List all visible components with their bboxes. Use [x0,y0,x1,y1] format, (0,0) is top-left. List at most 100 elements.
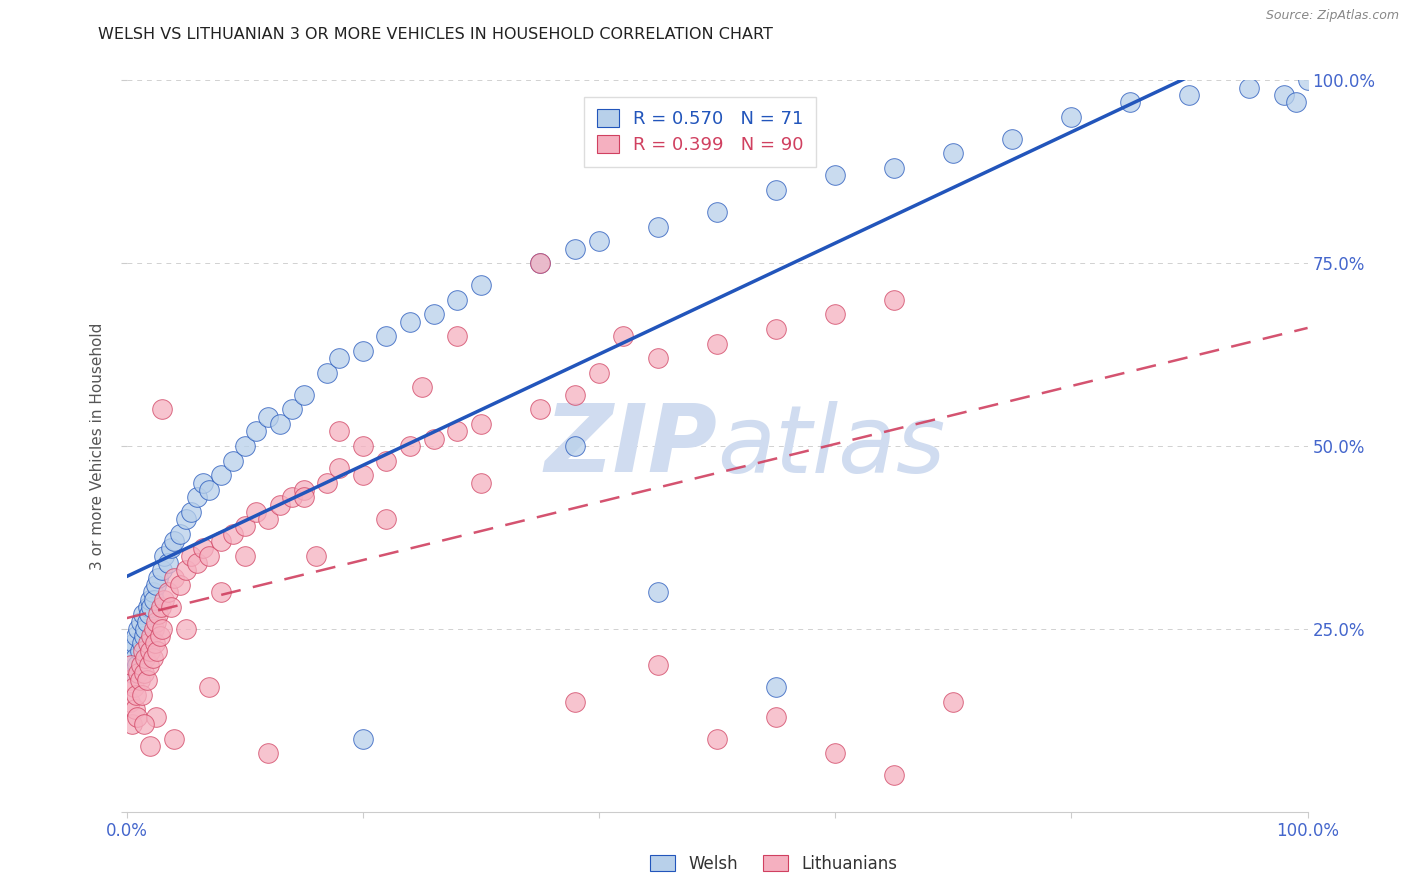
Point [121,665,143,680]
Point [128,644,150,658]
Point [138,607,160,622]
Point [233,549,256,563]
Text: ZIP: ZIP [544,400,717,492]
Point [174,563,197,577]
Point [136,636,159,650]
Point [328,425,350,439]
Point [706,336,728,351]
Point [160,541,183,556]
Point [118,673,141,687]
Point [148,571,170,585]
Point [153,549,176,563]
Point [304,549,326,563]
Point [132,644,155,658]
Point [141,629,163,643]
Point [245,425,267,439]
Point [142,622,165,636]
Point [529,402,551,417]
Point [124,651,146,665]
Point [122,681,145,695]
Point [257,409,280,424]
Point [352,468,374,483]
Point [163,731,186,746]
Point [180,505,202,519]
Text: Source: ZipAtlas.com: Source: ZipAtlas.com [1265,9,1399,22]
Point [647,585,669,599]
Point [245,505,267,519]
Point [131,688,153,702]
Point [122,636,145,650]
Point [612,329,634,343]
Point [446,425,468,439]
Point [564,439,586,453]
Point [269,498,291,512]
Point [1178,87,1201,102]
Point [120,658,142,673]
Point [180,549,202,563]
Y-axis label: 3 or more Vehicles in Household: 3 or more Vehicles in Household [90,322,105,570]
Point [411,380,433,394]
Point [422,432,444,446]
Point [139,592,162,607]
Point [148,607,170,622]
Legend: Welsh, Lithuanians: Welsh, Lithuanians [643,848,904,880]
Point [588,366,610,380]
Point [281,402,304,417]
Point [129,658,152,673]
Point [1060,110,1083,124]
Point [120,644,142,658]
Point [588,234,610,248]
Point [1296,73,1319,87]
Point [156,556,179,570]
Point [352,439,374,453]
Point [198,483,221,497]
Point [470,278,492,293]
Point [169,526,191,541]
Point [292,483,315,497]
Point [233,439,256,453]
Point [193,541,215,556]
Point [647,658,669,673]
Point [209,534,232,549]
Point [222,453,245,467]
Point [136,599,159,614]
Point [193,475,215,490]
Point [198,549,221,563]
Point [120,695,142,709]
Point [233,519,256,533]
Point [127,658,149,673]
Point [125,629,148,643]
Point [209,585,232,599]
Point [765,183,787,197]
Point [153,592,176,607]
Point [883,768,905,782]
Point [142,592,165,607]
Point [470,417,492,431]
Point [375,453,398,467]
Point [942,695,965,709]
Point [135,673,157,687]
Point [145,578,167,592]
Point [143,636,166,650]
Point [134,665,156,680]
Point [647,351,669,366]
Point [292,490,315,504]
Point [160,599,183,614]
Point [134,651,156,665]
Point [120,658,142,673]
Point [529,256,551,270]
Point [209,468,232,483]
Point [422,307,444,321]
Point [883,293,905,307]
Point [125,688,148,702]
Text: atlas: atlas [717,401,945,491]
Point [564,242,586,256]
Point [139,739,162,753]
Point [138,658,160,673]
Point [1001,132,1024,146]
Point [446,293,468,307]
Point [128,673,150,687]
Point [399,315,422,329]
Point [328,351,350,366]
Point [129,615,152,629]
